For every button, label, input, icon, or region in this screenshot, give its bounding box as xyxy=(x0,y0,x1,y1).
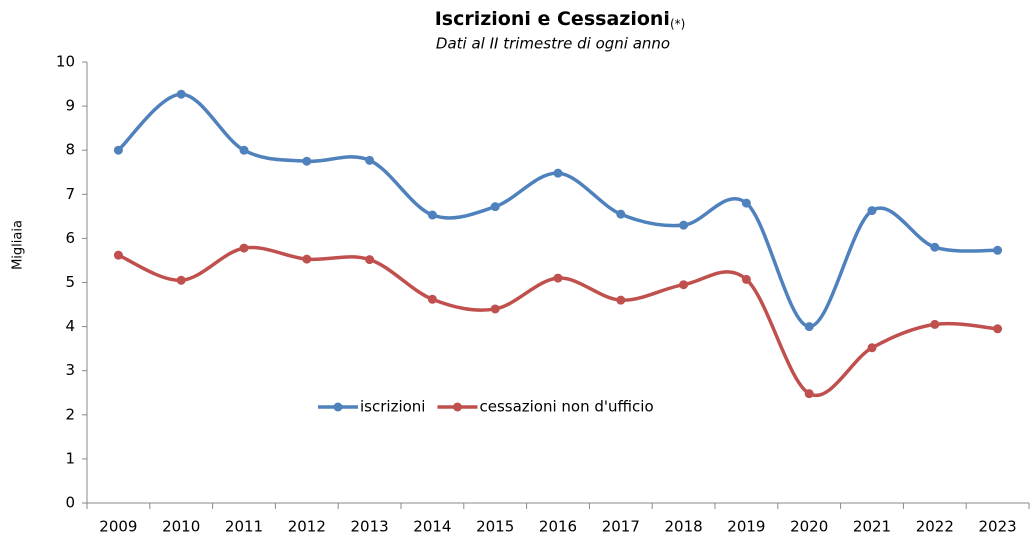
y-tick-label: 10 xyxy=(56,53,75,71)
y-tick-label: 2 xyxy=(65,405,75,423)
y-axis-label: Migliaia xyxy=(11,220,26,270)
x-tick-label: 2013 xyxy=(351,518,389,536)
x-tick-label: 2019 xyxy=(727,518,765,536)
title-note: (*) xyxy=(670,17,685,31)
data-point xyxy=(616,295,626,305)
y-tick-label: 7 xyxy=(65,185,75,203)
series-line xyxy=(117,92,998,329)
x-tick-label: 2016 xyxy=(539,518,577,536)
x-tick-label: 2021 xyxy=(853,518,891,536)
data-point xyxy=(553,168,563,178)
data-point xyxy=(993,324,1003,334)
data-point xyxy=(679,280,689,290)
data-point xyxy=(867,206,877,216)
x-tick-label: 2010 xyxy=(162,518,200,536)
y-tick-label: 1 xyxy=(65,449,75,467)
data-point xyxy=(113,250,123,260)
data-point xyxy=(176,89,186,99)
y-tick-label: 4 xyxy=(65,317,75,335)
y-tick-label: 5 xyxy=(65,273,75,291)
x-tick-label: 2015 xyxy=(476,518,514,536)
x-tick-label: 2014 xyxy=(413,518,451,536)
chart-title: Iscrizioni e Cessazioni(*) xyxy=(435,8,686,31)
x-tick-label: 2023 xyxy=(979,518,1017,536)
data-point xyxy=(302,254,312,264)
y-tick-label: 0 xyxy=(65,494,75,512)
title-text: Iscrizioni e Cessazioni xyxy=(435,8,670,30)
y-tick-label: 3 xyxy=(65,361,75,379)
legend-label: iscrizioni xyxy=(360,398,425,416)
data-point xyxy=(804,322,814,332)
x-tick-label: 2022 xyxy=(916,518,954,536)
data-point xyxy=(804,389,814,399)
data-point xyxy=(679,220,689,230)
data-point xyxy=(490,202,500,212)
data-point xyxy=(302,156,312,166)
data-point xyxy=(553,273,563,283)
x-tick-label: 2009 xyxy=(99,518,137,536)
data-point xyxy=(427,210,437,220)
legend-label: cessazioni non d'ufficio xyxy=(479,398,653,416)
series-line xyxy=(117,245,998,398)
y-tick-label: 8 xyxy=(65,141,75,159)
data-point xyxy=(365,255,375,265)
data-point xyxy=(741,198,751,208)
data-point xyxy=(239,145,249,155)
legend-marker xyxy=(452,402,462,412)
data-point xyxy=(741,274,751,284)
data-point xyxy=(930,319,940,329)
data-point xyxy=(490,304,500,314)
x-tick-label: 2012 xyxy=(288,518,326,536)
x-tick-label: 2018 xyxy=(665,518,703,536)
chart-subtitle: Dati al II trimestre di ogni anno xyxy=(436,35,670,53)
x-tick-label: 2011 xyxy=(225,518,263,536)
data-point xyxy=(427,294,437,304)
x-tick-label: 2017 xyxy=(602,518,640,536)
y-tick-label: 6 xyxy=(65,229,75,247)
data-point xyxy=(616,209,626,219)
data-point xyxy=(113,145,123,155)
y-tick-label: 9 xyxy=(65,97,75,115)
data-point xyxy=(867,343,877,353)
data-point xyxy=(239,243,249,253)
legend-marker xyxy=(333,402,343,412)
data-point xyxy=(993,245,1003,255)
x-tick-label: 2020 xyxy=(790,518,828,536)
data-point xyxy=(176,275,186,285)
data-point xyxy=(930,242,940,252)
data-point xyxy=(365,155,375,165)
